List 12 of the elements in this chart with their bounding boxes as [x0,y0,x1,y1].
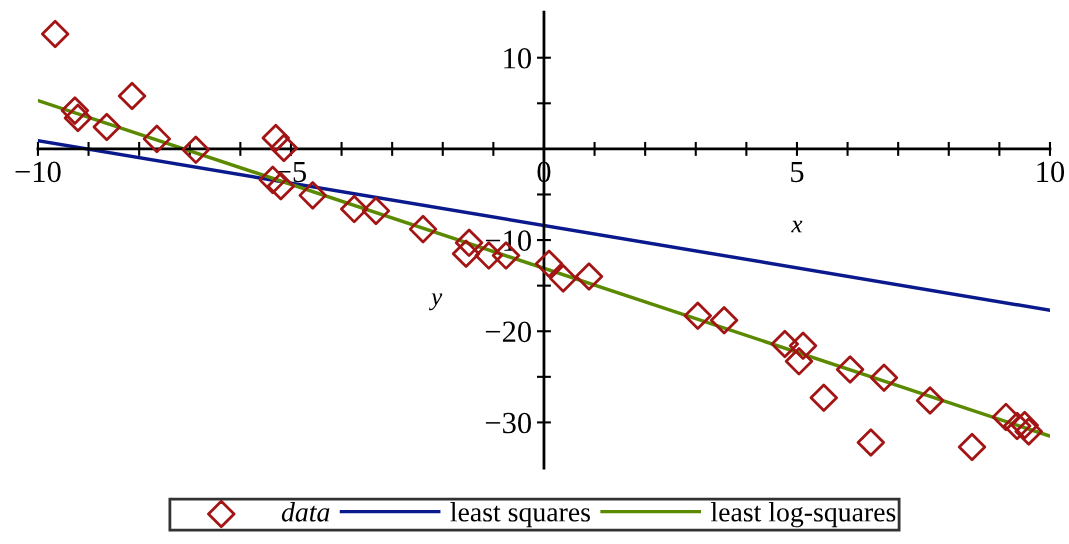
legend-label: data [281,502,330,522]
x-axis-title: x [791,220,803,233]
x-tick-label: −10 [15,161,61,183]
x-tick-label: 10 [1037,161,1065,183]
y-tick-label: −20 [485,321,531,343]
legend-label: least squares [450,502,590,528]
legend-label: least log-squares [710,502,896,528]
y-axis-title: y [429,293,443,311]
y-tick-label: 10 [504,48,531,69]
x-tick-label: 5 [791,161,804,183]
y-tick-label: −30 [485,412,531,434]
x-tick-label: −5 [276,161,307,183]
